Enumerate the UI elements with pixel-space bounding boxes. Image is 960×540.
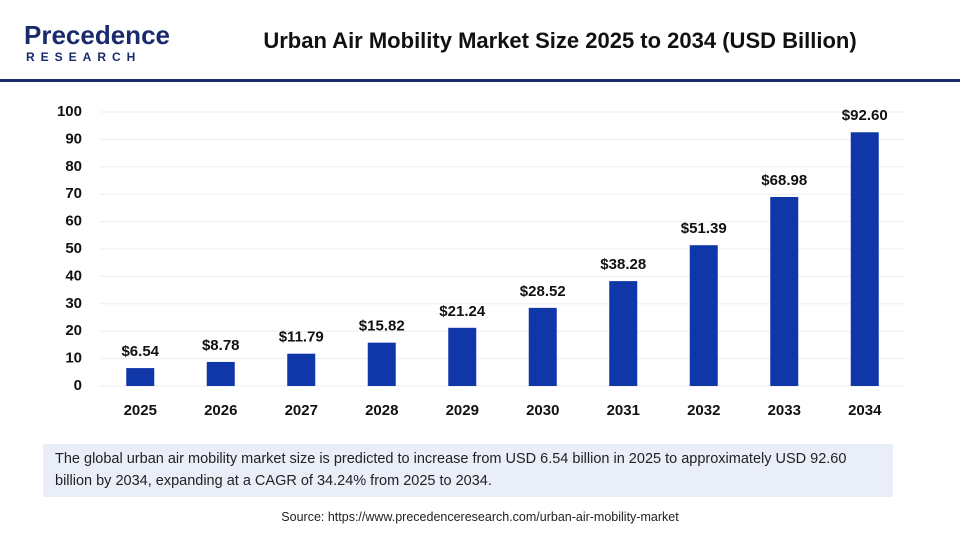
bar [126,368,155,386]
x-tick-label: 2029 [446,402,479,419]
logo: Precedence RESEARCH [24,20,170,64]
bar [528,307,557,386]
y-tick-label: 20 [65,322,82,339]
bar [367,342,396,386]
value-label: $6.54 [121,343,159,360]
value-label: $28.52 [520,283,566,300]
bar [609,281,638,386]
value-label: $92.60 [842,107,888,124]
value-label: $38.28 [600,256,646,273]
value-label: $68.98 [761,172,807,189]
x-tick-label: 2031 [607,402,640,419]
x-tick-label: 2025 [124,402,157,419]
y-tick-label: 80 [65,158,82,175]
bar [850,132,879,386]
logo-subtitle: RESEARCH [26,50,141,64]
y-tick-label: 10 [65,350,82,367]
x-tick-label: 2030 [526,402,559,419]
bar [448,327,477,386]
x-tick-label: 2027 [285,402,318,419]
description: The global urban air mobility market siz… [43,444,893,497]
bar [689,245,718,386]
y-tick-label: 60 [65,213,82,230]
x-tick-label: 2034 [848,402,882,419]
value-label: $21.24 [439,303,486,320]
x-tick-label: 2033 [768,402,801,419]
value-label: $11.79 [279,329,324,346]
y-tick-label: 0 [74,377,82,394]
value-label: $8.78 [202,337,240,354]
header-rule [0,79,960,82]
logo-name: Precedence [24,20,170,50]
x-tick-label: 2026 [204,402,237,419]
x-tick-label: 2032 [687,402,720,419]
y-tick-label: 70 [65,185,82,202]
y-tick-label: 50 [65,240,82,257]
chart-title: Urban Air Mobility Market Size 2025 to 2… [263,28,856,53]
y-tick-label: 90 [65,130,82,147]
bar [206,361,235,386]
y-tick-label: 100 [57,103,82,120]
value-label: $51.39 [681,220,727,237]
y-tick-label: 40 [65,267,82,284]
bar [287,353,316,386]
value-label: $15.82 [359,318,405,335]
y-tick-label: 30 [65,295,82,312]
bar [770,196,799,386]
x-tick-label: 2028 [365,402,398,419]
source: Source: https://www.precedenceresearch.c… [281,510,679,524]
